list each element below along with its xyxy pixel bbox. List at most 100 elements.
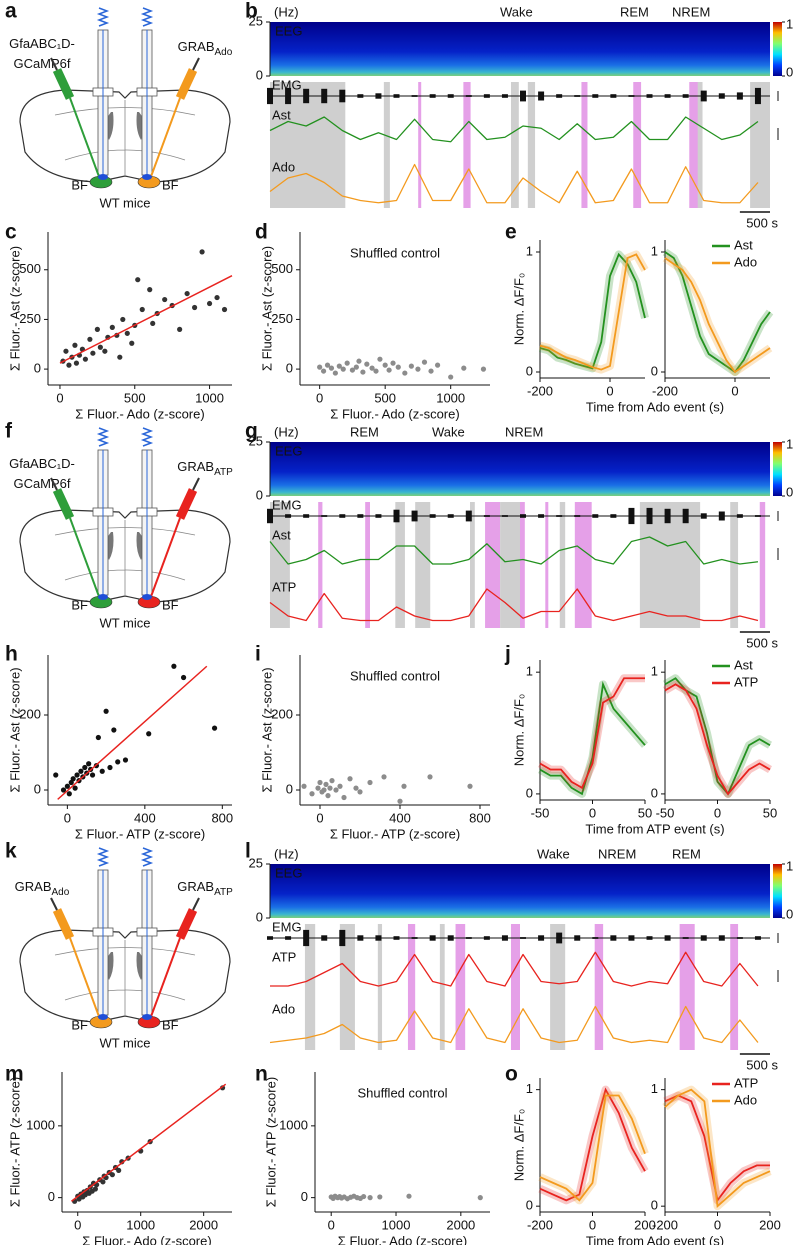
state-legend: REM [620, 4, 649, 19]
legend-label: ATP [734, 1075, 758, 1090]
scatter-point [82, 356, 88, 362]
syringe-body [175, 488, 198, 520]
scatter-point [116, 1167, 122, 1173]
scatter-point [64, 783, 70, 789]
x-axis-label: Σ Fluor.- Ado (z-score) [330, 406, 459, 421]
scatter-point [325, 793, 331, 799]
state-legend: NREM [505, 424, 543, 439]
x-tick-label: 500 [124, 390, 146, 405]
construct-label: GCaMP6f [13, 476, 70, 491]
x-tick-label: 0 [606, 383, 613, 398]
scalebar-label: 500 s [746, 215, 778, 230]
y-tick-label: 0 [526, 1198, 533, 1213]
y-axis-label: Norm. ΔF/F₀ [511, 273, 526, 346]
annotation: Shuffled control [357, 1085, 447, 1100]
y-tick-label: 25 [249, 433, 263, 448]
state-shade [485, 502, 501, 628]
scatter-point [327, 785, 333, 791]
state-shade [633, 82, 642, 208]
state-shade [730, 924, 739, 1050]
scatter-point [309, 791, 315, 797]
fit-line [70, 1083, 227, 1202]
trace [269, 163, 759, 204]
y-tick-label: 0 [526, 785, 533, 800]
scatter-point [467, 783, 473, 789]
fiber-spring [140, 427, 154, 447]
panel-label: m [5, 1063, 24, 1086]
x-tick-label: 50 [638, 805, 652, 820]
scatter-point [408, 363, 414, 369]
ventricle [105, 112, 145, 140]
scatter-point [171, 663, 177, 669]
emg-label: EMG [272, 919, 302, 934]
x-axis-label: Time from Ado event (s) [586, 399, 724, 414]
scatter-point [428, 368, 434, 374]
scatter-point [320, 368, 327, 374]
scatter-point [336, 363, 342, 369]
trace-label: Ast [272, 527, 291, 542]
state-shade [470, 502, 475, 628]
scatter-point [353, 364, 359, 370]
construct-label: GRABATP [177, 879, 233, 897]
panel-label: g [245, 420, 258, 443]
y-tick-label: 25 [249, 13, 263, 28]
scatter-point [214, 294, 220, 301]
target-label: BF [162, 597, 179, 612]
scatter-point [386, 367, 392, 373]
construct-sub: Ado [215, 47, 233, 58]
scatter-point [53, 772, 59, 778]
construct-label: GfaABC₁D- [9, 36, 75, 51]
scatter-point [117, 354, 123, 360]
y-tick-label: 1 [526, 243, 533, 258]
x-tick-label: -50 [656, 805, 675, 820]
panel-label: a [5, 0, 17, 23]
scatter-point [72, 342, 78, 348]
scatter-point [381, 774, 387, 780]
spectrogram [270, 864, 770, 918]
trace-label: ATP [272, 579, 296, 594]
scatter-point [135, 277, 141, 283]
scatter-point [401, 783, 407, 789]
scatter-point [86, 761, 92, 767]
x-tick-label: 0 [74, 1217, 81, 1232]
brain-detail [54, 520, 196, 596]
scatter-point [328, 365, 335, 371]
panel-label: c [5, 221, 17, 244]
syringe-needle [148, 97, 181, 183]
trace [269, 588, 759, 622]
construct-text: GRAB [178, 39, 215, 54]
scatter-point [73, 360, 80, 366]
scatter-point [102, 348, 108, 354]
syringe-body [52, 488, 75, 520]
fiber-tip [98, 1014, 108, 1020]
scatter-point [66, 362, 72, 368]
y-tick-label: 200 [271, 706, 293, 721]
state-legend: REM [672, 846, 701, 861]
scatter-point [184, 290, 190, 297]
scatter-point [329, 778, 335, 784]
scatter-point [461, 365, 467, 371]
y-tick-label: 1 [651, 243, 658, 258]
panel-label: h [5, 643, 18, 666]
fiber-spring [96, 7, 110, 27]
y-tick-label: 500 [19, 261, 41, 276]
fiber-tip [142, 174, 152, 180]
scatter-point [353, 785, 359, 791]
scatter-point [321, 787, 327, 793]
scatter-point [315, 785, 321, 791]
syringe-body [52, 68, 75, 100]
scatter-point [337, 783, 343, 789]
series-line [664, 251, 771, 374]
spectrogram-unit: (Hz) [274, 4, 299, 19]
x-tick-label: 0 [731, 383, 738, 398]
series-line [539, 1094, 646, 1202]
x-tick-label: 800 [469, 810, 491, 825]
x-axis-label: Σ Fluor.- Ado (z-score) [75, 406, 204, 421]
scatter-point [356, 358, 362, 364]
colorbar [773, 22, 782, 76]
panel-label: e [505, 221, 517, 244]
scatter-point [60, 787, 67, 793]
spectrogram [270, 22, 770, 76]
construct-text: GCaMP6f [13, 476, 70, 491]
state-legend: Wake [432, 424, 465, 439]
